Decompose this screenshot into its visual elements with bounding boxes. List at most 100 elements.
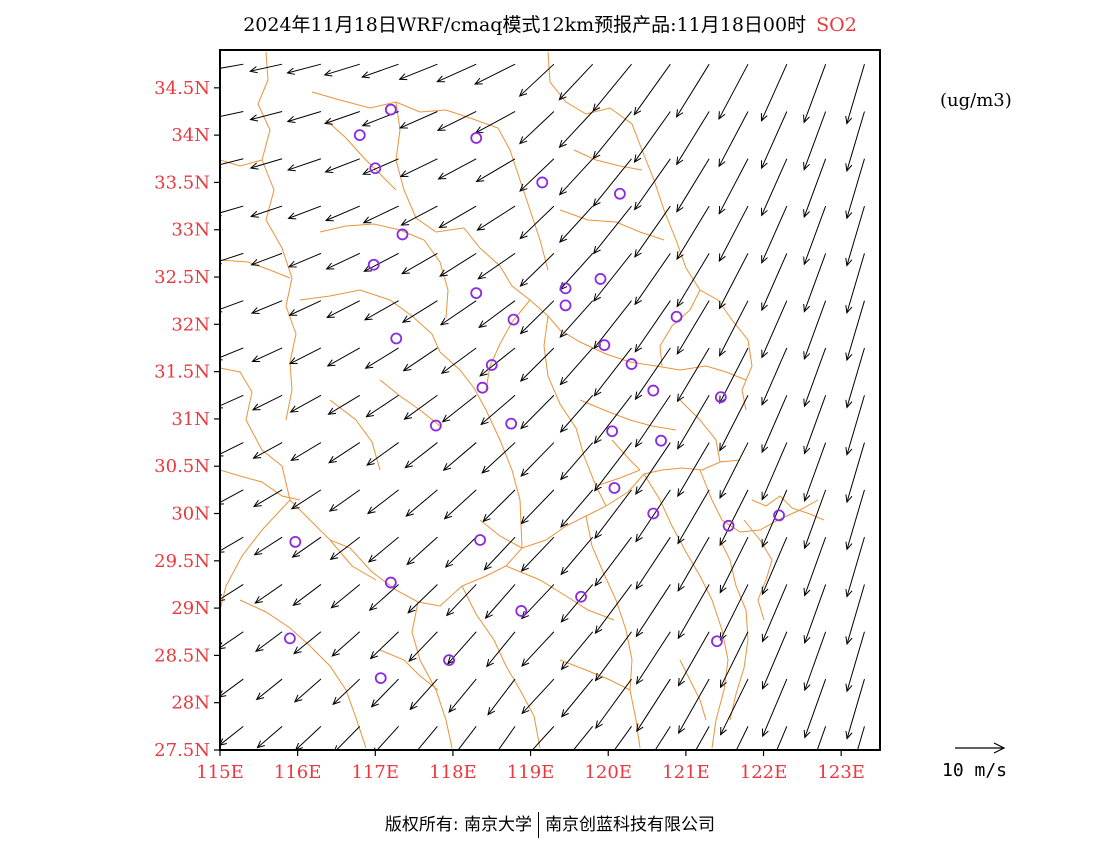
- wind-arrow: [436, 111, 477, 131]
- wind-arrow: [761, 158, 788, 217]
- lat-tick-label: 33.5N: [154, 172, 210, 193]
- lat-tick-label: 34.5N: [154, 78, 210, 99]
- wind-arrow: [845, 537, 865, 598]
- wind-arrow: [761, 584, 788, 643]
- wind-arrow: [220, 300, 244, 313]
- wind-arrow: [560, 442, 594, 481]
- wind-arrow: [287, 252, 322, 268]
- wind-arrow: [676, 205, 710, 261]
- wind-arrow: [331, 631, 361, 657]
- wind-arrow: [803, 300, 827, 361]
- wind-arrow: [613, 726, 632, 750]
- wind-arrow: [594, 489, 632, 540]
- lat-tick-label: 30N: [171, 504, 210, 525]
- lat-tick-label: 28N: [171, 693, 210, 714]
- wind-arrow: [803, 111, 827, 171]
- wind-arrow: [440, 347, 477, 374]
- lat-tick-label: 27.5N: [154, 740, 210, 761]
- wind-arrow: [677, 631, 710, 687]
- wind-arrow: [595, 678, 632, 729]
- wind-arrow: [329, 536, 361, 561]
- wind-arrow: [439, 252, 477, 277]
- wind-arrow: [368, 584, 399, 612]
- wind-arrow: [445, 584, 477, 617]
- station-marker: [714, 391, 727, 404]
- station-marker: [536, 176, 549, 189]
- wind-arrow: [330, 584, 361, 609]
- wind-arrow: [220, 678, 244, 698]
- wind-arrow: [676, 253, 710, 308]
- wind-arrow: [719, 631, 749, 689]
- wind-arrow: [326, 300, 360, 318]
- station-marker: [515, 605, 528, 617]
- wind-arrow: [760, 63, 788, 122]
- wind-arrow: [519, 253, 555, 287]
- wind-arrow: [408, 631, 438, 662]
- station-marker: [470, 287, 483, 300]
- station-marker: [474, 534, 487, 546]
- wind-arrow: [718, 63, 749, 121]
- wind-arrow: [365, 394, 399, 418]
- wind-arrow: [479, 347, 516, 377]
- wind-arrow: [220, 536, 244, 553]
- title-text: 2024年11月18日WRF/cmaq模式12km预报产品:11月18日00时: [243, 14, 807, 36]
- wind-arrow: [250, 300, 283, 314]
- wind-arrow: [401, 300, 438, 323]
- wind-arrow: [520, 584, 555, 620]
- wind-arrow: [634, 394, 671, 448]
- wind-arrow: [594, 442, 632, 492]
- station-marker: [283, 632, 296, 645]
- wind-arrow: [636, 678, 671, 733]
- wind-arrow: [560, 489, 594, 528]
- wind-arrow: [719, 536, 749, 594]
- wind-arrow: [761, 253, 788, 312]
- wind-arrow: [803, 631, 827, 692]
- wind-arrow: [761, 347, 788, 406]
- wind-arrow: [256, 725, 283, 749]
- province-boundaries: [220, 51, 825, 749]
- wind-arrow: [487, 678, 516, 716]
- wind-arrow: [366, 442, 399, 466]
- wind-arrow: [220, 205, 244, 217]
- wind-arrow: [560, 584, 594, 623]
- wind-arrow: [677, 536, 710, 592]
- wind-arrow: [327, 394, 361, 415]
- wind-arrow: [519, 347, 555, 382]
- wind-arrow: [520, 394, 555, 430]
- wind-arrow: [404, 442, 438, 469]
- wind-arrow: [295, 725, 322, 750]
- lon-tick-label: 122E: [740, 762, 788, 783]
- wind-arrow: [323, 111, 360, 125]
- wind-arrow: [520, 489, 555, 525]
- wind-arrow: [409, 678, 438, 711]
- lat-tick-label: 29.5N: [154, 551, 210, 572]
- wind-arrow: [845, 253, 865, 314]
- station-marker: [670, 310, 683, 323]
- wind-arrow: [559, 394, 594, 433]
- wind-vector-field: [220, 63, 865, 750]
- wind-arrow: [363, 300, 399, 321]
- wind-arrow: [286, 111, 322, 124]
- wind-arrow: [803, 678, 827, 739]
- wind-arrow: [325, 252, 360, 270]
- wind-arrow: [719, 300, 749, 357]
- wind-arrow: [442, 442, 477, 472]
- wind-arrow: [559, 347, 594, 386]
- wind-arrow: [594, 631, 632, 682]
- wind-arrow: [403, 394, 438, 420]
- wind-arrow: [719, 584, 749, 642]
- wind-arrow: [803, 158, 827, 219]
- copyright-right: 南京创蓝科技有限公司: [545, 815, 716, 835]
- wind-arrow: [293, 678, 322, 703]
- wind-arrow: [633, 63, 671, 116]
- wind-arrow: [484, 584, 516, 620]
- wind-arrow: [254, 631, 283, 652]
- station-marker: [289, 535, 302, 548]
- unit-label: (ug/m3): [940, 90, 1012, 111]
- wind-arrow: [761, 678, 788, 738]
- wind-arrow: [760, 111, 788, 170]
- wind-arrow: [253, 489, 283, 508]
- wind-arrow: [845, 395, 865, 456]
- station-marker: [655, 434, 667, 447]
- wind-arrow: [803, 442, 827, 502]
